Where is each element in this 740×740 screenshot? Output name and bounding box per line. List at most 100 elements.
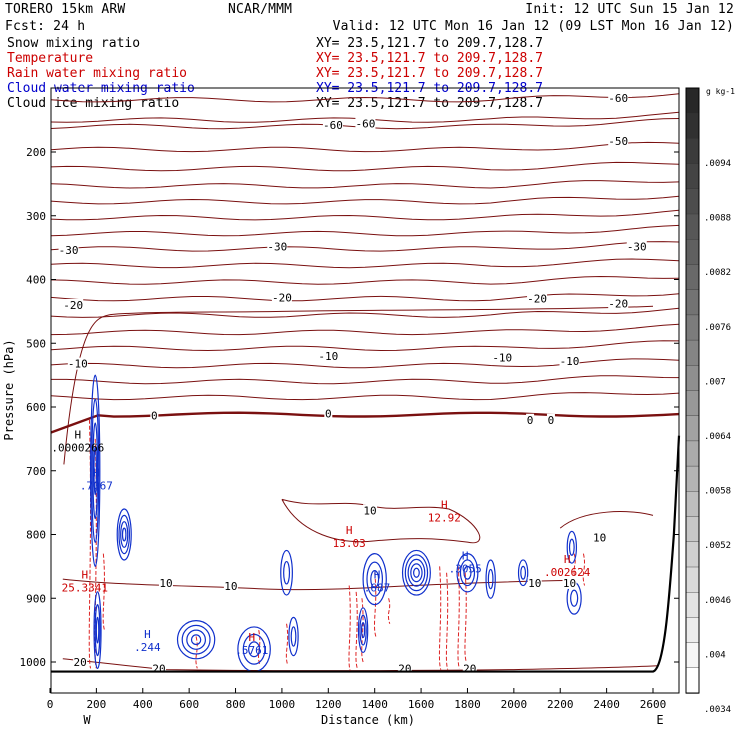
isotherm-label: -30: [627, 240, 647, 253]
isotherm-label-bg: [324, 407, 333, 420]
colorbar-bin: [685, 415, 700, 442]
isotherm-label: 10: [224, 580, 237, 593]
isotherm-label: -30: [59, 244, 79, 257]
isotherm-label: -10: [68, 358, 88, 371]
cloud-water-contour: [370, 570, 380, 589]
isotherm-label: 10: [563, 577, 576, 590]
x-axis-label: Distance (km): [321, 713, 415, 727]
extremum-h-marker: H: [346, 524, 353, 537]
isotherm-label-bg: [322, 119, 343, 132]
colorbar-bin: [685, 264, 700, 291]
colorbar-bin: [685, 87, 700, 114]
isotherm-label: 20: [74, 656, 87, 669]
freezing-level-line: [50, 411, 680, 434]
cloud-water-contour: [248, 641, 261, 658]
isotherm-line: [63, 305, 654, 465]
y-tick-label: 400: [26, 274, 46, 287]
isotherm-label-bg: [527, 576, 542, 589]
valid-time: Valid: 12 UTC Mon 16 Jan 12 (09 LST Mon …: [333, 19, 734, 34]
extremum-h-marker: H: [462, 550, 469, 563]
y-tick-label: 200: [26, 146, 46, 159]
rain-contour: [582, 553, 586, 586]
field-label-snow: Snow mixing ratio: [7, 36, 140, 51]
rain-contour: [445, 572, 449, 670]
cloud-water-contour: [362, 553, 387, 606]
isotherm-label: -20: [527, 293, 547, 306]
isotherm-label-bg: [355, 117, 376, 130]
field-label-rain: Rain water mixing ratio: [7, 66, 187, 81]
x-tick-label: 1200: [315, 698, 342, 711]
isotherm-line: [281, 498, 481, 544]
extremum-value: .244: [134, 641, 161, 654]
rain-contour: [348, 585, 351, 672]
x-tick-label: 1800: [454, 698, 481, 711]
rain-contour: [464, 572, 467, 663]
isotherm-label-bg: [492, 351, 513, 364]
cloud-water-contour: [407, 558, 426, 587]
cloud-water-contour: [401, 549, 431, 596]
y-axis-label: Pressure (hPa): [2, 339, 16, 440]
cloud-water-contour: [190, 634, 202, 646]
x-tick-label: 1400: [361, 698, 388, 711]
colorbar-label: .004: [704, 650, 726, 660]
isotherm-line: [50, 275, 680, 285]
isotherm-label-bg: [158, 576, 173, 589]
y-tick-label: 700: [26, 465, 46, 478]
isotherm-line: [50, 161, 680, 172]
isotherm-label: 0: [325, 407, 332, 420]
center-label: NCAR/MMM: [228, 2, 292, 17]
cloud-water-contour: [280, 549, 293, 596]
isotherm-label: -60: [608, 92, 628, 105]
extrema-markers: H.0000266H.7067H25.3341H13.03H12.92H.244…: [51, 428, 590, 657]
field-label-cloud-ice: Cloud ice mixing ratio: [7, 96, 179, 111]
isotherm-label-bg: [626, 240, 647, 253]
cloud-water-contour: [359, 614, 367, 646]
extremum-value: .0000266: [51, 441, 104, 454]
isotherm-label: 20: [463, 662, 476, 675]
forecast-hour: Fcst: 24 h: [5, 19, 85, 34]
plot-frame: [50, 87, 680, 694]
cloud-water-contour: [283, 560, 291, 585]
cloud-water-contour: [93, 591, 102, 670]
isotherm-label-bg: [608, 91, 629, 104]
extremum-value: .3055: [449, 563, 482, 576]
cloud-water-contour: [360, 622, 366, 639]
colorbar-bin: [685, 516, 700, 543]
cloud-water-contour: [520, 565, 527, 580]
colorbar-bin: [685, 592, 700, 619]
cloud-water-contour: [410, 563, 423, 583]
isotherm-line: [50, 293, 680, 302]
colorbar-label: .0046: [704, 596, 731, 606]
extremum-h-marker: H: [81, 569, 88, 582]
colorbar-unit: g kg-1: [706, 87, 735, 96]
cloud-water-contour: [366, 561, 383, 597]
y-tick-label: 300: [26, 210, 46, 223]
extremum-value: 25.3341: [62, 582, 108, 595]
colorbar-label: .0076: [704, 323, 731, 333]
isotherm-label: 10: [363, 504, 376, 517]
cloud-water-contour: [487, 568, 494, 590]
extremum-value: .7067: [80, 480, 113, 493]
cloud-water-contour: [290, 626, 297, 647]
isotherm-line: [50, 323, 680, 336]
x-tick-label: 400: [133, 698, 153, 711]
field-xy-cloud-ice: XY= 23.5,121.7 to 209.7,128.7: [316, 96, 543, 111]
isotherm-label: -10: [492, 351, 512, 364]
y-tick-label: 600: [26, 401, 46, 414]
west-label: W: [83, 713, 91, 727]
isotherm-label: -10: [318, 350, 338, 363]
x-tick-label: 2400: [593, 698, 620, 711]
isotherm-label: -60: [323, 119, 343, 132]
isotherm-line: [50, 195, 680, 205]
isotherm-label-bg: [608, 135, 629, 148]
cloud-water-contour: [404, 554, 429, 592]
y-tick-label: 800: [26, 529, 46, 542]
isotherm-label-bg: [318, 350, 339, 362]
east-label: E: [656, 713, 663, 727]
rain-contour: [573, 553, 576, 580]
cloud-water-contour: [94, 604, 101, 657]
rain-contour: [285, 623, 289, 666]
isotherm-label-bg: [559, 355, 580, 368]
